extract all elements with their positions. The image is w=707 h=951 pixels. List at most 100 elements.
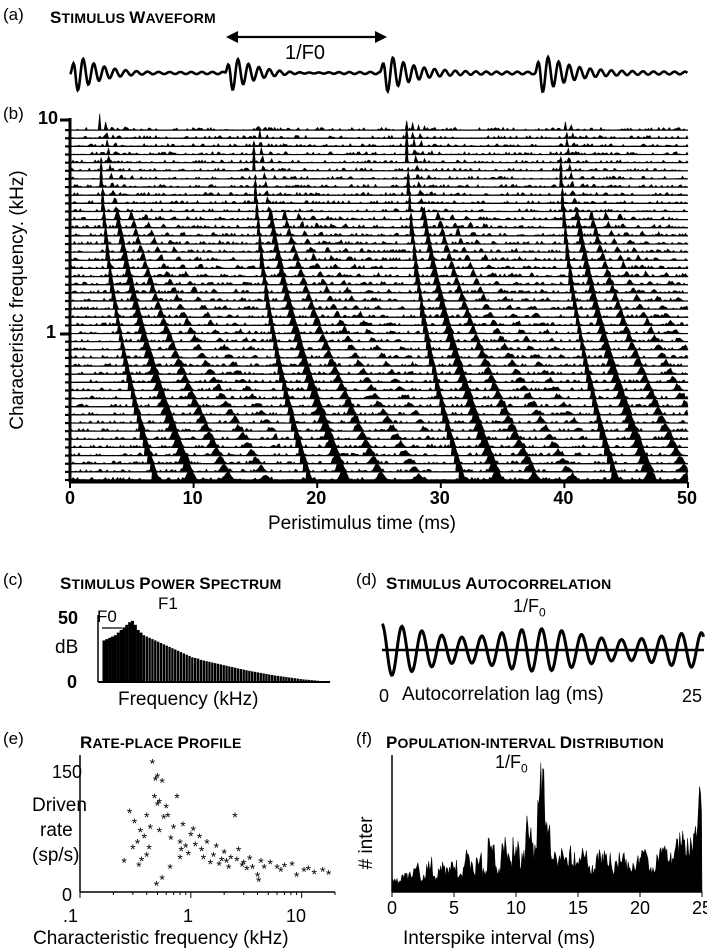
- scatter-point: *: [139, 853, 145, 869]
- scatter-point: *: [157, 795, 163, 811]
- scatter-point: *: [247, 852, 253, 868]
- neurogram-trace: [69, 284, 689, 302]
- neurogram-trace: [69, 348, 689, 367]
- neurogram-trace: [69, 291, 689, 310]
- neurogram-trace: [69, 299, 689, 318]
- scatter-point: *: [267, 856, 273, 872]
- scatter-point: *: [165, 809, 171, 825]
- panel-f-peak-label: 1/F0: [495, 752, 528, 776]
- panel-f-xtick-10: 10: [506, 898, 527, 918]
- scatter-point: *: [301, 864, 307, 880]
- neurogram-trace: [69, 308, 689, 326]
- panel-e-xtick-0.1: .1: [63, 906, 79, 926]
- scatter-point: *: [228, 851, 234, 867]
- panel-c-xlabel: Frequency (kHz): [118, 689, 259, 710]
- scatter-point: *: [282, 859, 288, 875]
- scatter-point: *: [186, 847, 192, 863]
- scatter-point: *: [211, 848, 217, 864]
- neurogram-trace: [69, 155, 689, 172]
- panel-e-xtick-10: 10: [286, 906, 307, 926]
- scatter-point: *: [153, 772, 159, 788]
- period-label: 1/F0: [285, 42, 326, 64]
- panel-a-title: STIMULUS WAVEFORM: [50, 8, 216, 27]
- neurogram-trace: [69, 202, 689, 221]
- scatter-point: *: [167, 861, 173, 877]
- neurogram-trace: [69, 325, 689, 343]
- scatter-point: *: [179, 843, 185, 859]
- scatter-point: *: [216, 858, 222, 874]
- panel-b-xlabel: Peristimulus time (ms): [268, 513, 456, 534]
- scatter-point: *: [164, 800, 170, 816]
- scatter-point: *: [219, 853, 225, 869]
- neurogram-trace: [69, 227, 689, 245]
- panel-d-peak-label: 1/F0: [513, 596, 546, 620]
- scatter-point: *: [274, 861, 280, 877]
- neurogram-trace: [69, 438, 689, 456]
- scatter-point: *: [157, 824, 163, 840]
- panel-e-xlabel: Characteristic frequency (kHz): [33, 928, 289, 949]
- interval-histogram: [391, 762, 703, 893]
- panel-f-title: POPULATION-INTERVAL DISTRIBUTION: [386, 733, 664, 752]
- panel-e-title: RATE-PLACE PROFILE: [80, 733, 242, 752]
- neurogram-trace: [69, 136, 689, 156]
- neurogram-trace: [69, 398, 689, 416]
- neurogram-trace: [69, 218, 689, 237]
- f1-label: F1: [158, 594, 178, 613]
- neurogram-trace: [69, 235, 689, 253]
- panel-f-xtick-15: 15: [568, 898, 589, 918]
- neurogram-trace: [69, 113, 689, 131]
- scatter-point: *: [278, 864, 284, 880]
- panel-c-ylabel: dB: [55, 637, 79, 658]
- panel-b-ytick-10: 10: [38, 108, 59, 128]
- scatter-point: *: [142, 830, 148, 846]
- stimulus-waveform: [69, 54, 689, 95]
- neurogram-trace: [69, 406, 689, 424]
- scatter-point: *: [199, 843, 205, 859]
- panel-e-ytick-150: 150: [52, 762, 83, 782]
- scatter-point: *: [154, 877, 160, 893]
- scatter-point: *: [150, 756, 156, 772]
- neurogram-trace: [69, 170, 689, 188]
- scatter-point: *: [239, 858, 245, 874]
- scatter-point: *: [132, 815, 138, 831]
- scatter-point: *: [136, 858, 142, 874]
- panel-e-ylabel-line3: (sp/s): [32, 845, 80, 866]
- neurogram-trace: [69, 462, 689, 481]
- autocorr-curve: [380, 622, 706, 677]
- panel-d-title: STIMULUS AUTOCORRELATION: [386, 574, 612, 593]
- scatter-point: *: [241, 856, 247, 872]
- panel-c-label: (c): [3, 570, 23, 589]
- scatter-point: *: [294, 868, 300, 884]
- panel-f-xtick-5: 5: [449, 898, 460, 918]
- panel-e-ylabel-line2: rate: [40, 820, 73, 841]
- panel-d-xlabel: Autocorrelation lag (ms): [402, 684, 604, 705]
- scatter-point: *: [174, 790, 180, 806]
- neurogram-trace: [69, 210, 689, 229]
- f0-label: F0: [97, 607, 117, 626]
- neurogram-trace: [69, 380, 689, 400]
- panel-b-xtick-10: 10: [182, 488, 203, 508]
- neurogram-trace: [69, 430, 689, 449]
- scatter-point: *: [214, 839, 220, 855]
- panel-b-xtick-40: 40: [553, 488, 574, 508]
- scatter-point: *: [188, 828, 194, 844]
- scatter-point: *: [255, 868, 261, 884]
- scatter-point: *: [224, 855, 230, 871]
- scatter-point: *: [236, 843, 242, 859]
- neurogram-trace: [69, 389, 689, 408]
- scatter-point: *: [171, 820, 177, 836]
- neurogram-trace: [69, 177, 689, 196]
- panel-d-xtick-25: 25: [682, 686, 703, 706]
- panel-e-xtick-1: 1: [183, 906, 194, 926]
- panel-f-xlabel: Interspike interval (ms): [403, 928, 596, 949]
- panel-d-label: (d): [356, 570, 377, 589]
- scatter-point: *: [258, 855, 264, 871]
- scatter-point: *: [250, 861, 256, 877]
- panel-e-ylabel-line1: Driven: [32, 795, 87, 816]
- panel-d-xtick-0: 0: [379, 686, 390, 706]
- panel-b-xtick-50: 50: [677, 488, 698, 508]
- scatter-point: *: [232, 809, 238, 825]
- scatter-point: *: [226, 861, 232, 877]
- scatter-point: *: [180, 818, 186, 834]
